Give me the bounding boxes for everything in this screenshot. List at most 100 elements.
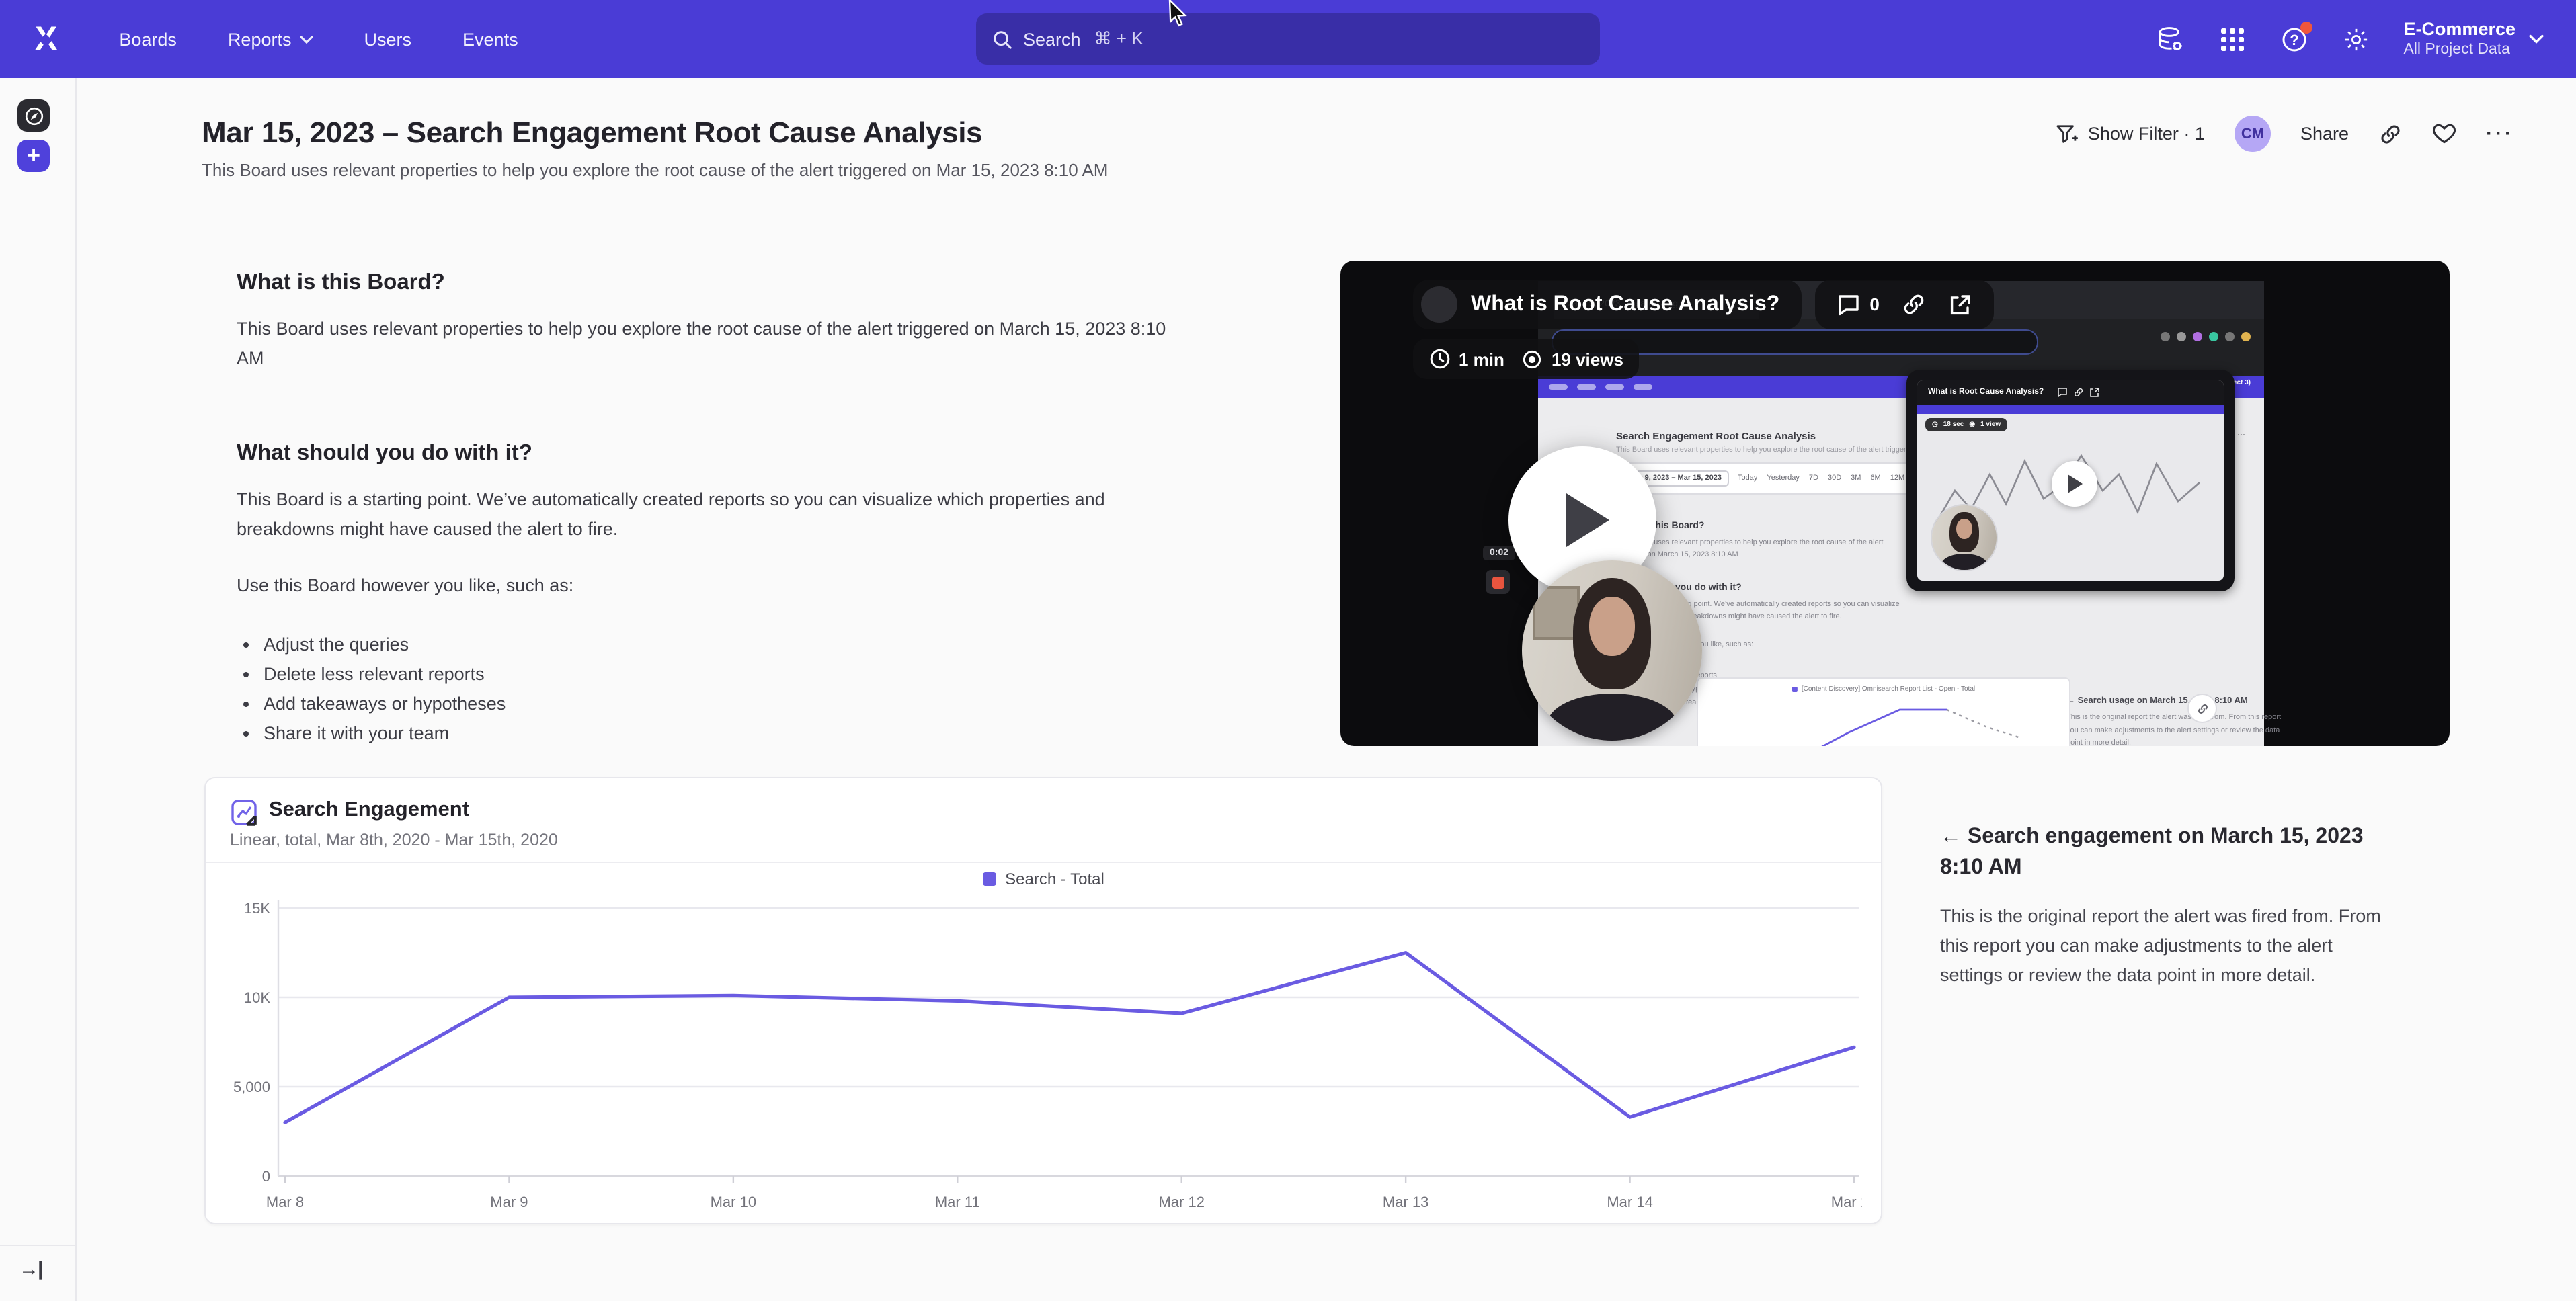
- video-views: 19 views: [1551, 349, 1623, 369]
- page-subtitle: This Board uses relevant properties to h…: [202, 160, 1109, 180]
- svg-text:Mar 14: Mar 14: [1607, 1193, 1652, 1210]
- nav-item-reports[interactable]: Reports: [228, 29, 313, 49]
- note-heading: ← Search engagement on March 15, 2023 8:…: [1940, 825, 2364, 879]
- record-stop-button: [1486, 570, 1510, 594]
- svg-text:?: ?: [2290, 31, 2299, 48]
- suggestion-list: Adjust the queries Delete less relevant …: [237, 630, 1194, 749]
- video-inner-extensions: [2161, 332, 2251, 341]
- video-nested-webcam: [1931, 504, 1998, 571]
- search-icon: [994, 30, 1012, 48]
- list-item: Delete less relevant reports: [264, 660, 1194, 689]
- project-switcher[interactable]: E-Commerce All Project Data: [2403, 18, 2544, 59]
- notification-dot: [2300, 22, 2312, 34]
- filter-icon: [2056, 124, 2078, 142]
- left-rail: + →|: [0, 78, 77, 1301]
- legend-swatch: [982, 872, 996, 886]
- svg-text:Mar 9: Mar 9: [490, 1193, 528, 1210]
- video-meta-pill: 1 min 19 views: [1413, 339, 1640, 379]
- report-title: Search Engagement: [269, 798, 470, 821]
- report-subtitle: Linear, total, Mar 8th, 2020 - Mar 15th,…: [230, 831, 558, 849]
- share-button[interactable]: Share: [2300, 124, 2349, 144]
- list-item: Share it with your team: [264, 719, 1194, 749]
- chevron-down-icon: [299, 35, 313, 44]
- video-presenter-avatar: [1421, 286, 1457, 323]
- comment-icon: [1838, 294, 1859, 315]
- rail-divider: [0, 1245, 75, 1246]
- line-chart-report-icon: [231, 800, 257, 826]
- section-heading-what-do: What should you do with it?: [237, 441, 532, 465]
- svg-text:Mar 15: Mar 15: [1831, 1193, 1862, 1210]
- video-timestamp: 0:02: [1483, 546, 1516, 560]
- copy-link-icon[interactable]: [2378, 122, 2403, 146]
- mouse-cursor: [1168, 0, 1187, 27]
- open-external-icon[interactable]: [1948, 292, 1972, 317]
- svg-text:Mar 13: Mar 13: [1383, 1193, 1428, 1210]
- section-body-what-is: This Board uses relevant properties to h…: [237, 319, 1166, 368]
- clock-icon: [1430, 349, 1450, 369]
- note-body: This is the original report the alert wa…: [1940, 906, 2381, 986]
- project-scope: All Project Data: [2403, 41, 2510, 58]
- video-duration: 1 min: [1459, 349, 1504, 369]
- settings-gear-icon[interactable]: [2341, 24, 2371, 54]
- video-player[interactable]: Mar 15, 2023 - Search Eng…✕ Mixpanel (pr…: [1340, 261, 2450, 746]
- page-title: Mar 15, 2023 – Search Engagement Root Ca…: [202, 116, 983, 149]
- video-title: What is Root Cause Analysis?: [1471, 292, 1780, 315]
- svg-text:5,000: 5,000: [233, 1079, 270, 1095]
- video-overlay-row: What is Root Cause Analysis? 0: [1413, 280, 1994, 329]
- section-body-use: Use this Board however you like, such as…: [237, 575, 574, 595]
- header-actions: Show Filter · 1 CM Share ···: [2056, 116, 2514, 152]
- help-icon[interactable]: ?: [2280, 22, 2312, 54]
- chart-plot-area[interactable]: 0 5,000 10K 15K Mar 8 Mar 9 Mar 10 Mar 11 Mar 12…: [227, 896, 1862, 1219]
- video-inner-mini-chart: [Content Discovery] Omnisearch Report Li…: [1697, 677, 2070, 746]
- project-name: E-Commerce: [2403, 18, 2515, 39]
- legend-label: Search - Total: [1005, 870, 1104, 888]
- open-icon: [2090, 388, 2100, 397]
- nav-item-events[interactable]: Events: [462, 29, 518, 49]
- video-title-pill[interactable]: What is Root Cause Analysis?: [1413, 280, 1802, 329]
- nav-item-boards[interactable]: Boards: [119, 29, 177, 49]
- more-options-button[interactable]: ···: [2486, 122, 2514, 145]
- board-intro: What is this Board? This Board uses rele…: [237, 270, 1194, 749]
- expand-sidebar-icon[interactable]: →|: [19, 1258, 43, 1281]
- copy-link-icon[interactable]: [1901, 292, 1927, 317]
- add-button[interactable]: +: [17, 140, 50, 172]
- video-nested-meta: ◷ 18 sec ◉ 1 view: [1925, 418, 2008, 431]
- search-placeholder: Search: [1023, 29, 1081, 49]
- nav-item-users[interactable]: Users: [364, 29, 412, 49]
- show-filter-button[interactable]: Show Filter · 1: [2056, 123, 2205, 144]
- mixpanel-logo-icon[interactable]: X: [35, 19, 58, 57]
- nav-right-cluster: ? E-Commerce All Project Data: [2156, 0, 2544, 78]
- nav-items: Boards Reports Users Events: [119, 29, 518, 49]
- favorite-heart-icon[interactable]: [2432, 122, 2456, 145]
- svg-text:Mar 12: Mar 12: [1158, 1193, 1204, 1210]
- video-inner-aside-body: This is the original report the alert wa…: [2066, 714, 2282, 746]
- search-input[interactable]: Search ⌘ + K: [976, 13, 1600, 65]
- list-item: Add takeaways or hypotheses: [264, 689, 1194, 719]
- video-inner-board-subtitle: This Board uses relevant properties to h…: [1616, 446, 1971, 454]
- chevron-down-icon: [2529, 34, 2544, 44]
- svg-text:Mar 10: Mar 10: [711, 1193, 756, 1210]
- svg-text:0: 0: [262, 1168, 270, 1185]
- svg-text:10K: 10K: [244, 989, 270, 1006]
- link-icon: [2075, 388, 2083, 397]
- top-nav: X Boards Reports Users Events Search ⌘ +…: [0, 0, 2576, 78]
- section-heading-what-is: What is this Board?: [237, 270, 445, 294]
- video-inner-board-title: Search Engagement Root Cause Analysis: [1616, 430, 1816, 442]
- video-nested-player: What is Root Cause Analysis? ◷ 18 sec ◉ 1 …: [1906, 370, 2235, 591]
- data-management-icon[interactable]: [2156, 24, 2185, 54]
- video-controls-pill: 0: [1814, 280, 1994, 329]
- video-inner-aside-heading: ← Search usage on March 15, 2023 8:10 AM: [2066, 696, 2248, 706]
- compass-board-icon[interactable]: [17, 99, 50, 132]
- svg-text:15K: 15K: [244, 900, 270, 917]
- board-note: ← Search engagement on March 15, 2023 8:…: [1940, 823, 2384, 991]
- comment-icon: [2058, 388, 2068, 398]
- avatar[interactable]: CM: [2234, 116, 2271, 152]
- video-comments-button[interactable]: 0: [1836, 292, 1880, 317]
- search-shortcut: ⌘ + K: [1094, 28, 1143, 48]
- apps-grid-icon[interactable]: [2218, 24, 2247, 54]
- svg-text:Mar 8: Mar 8: [266, 1193, 304, 1210]
- video-nested-play-button: [2052, 461, 2097, 507]
- presenter-webcam: [1522, 560, 1702, 741]
- report-card-search-engagement[interactable]: Search Engagement Linear, total, Mar 8th…: [204, 777, 1882, 1224]
